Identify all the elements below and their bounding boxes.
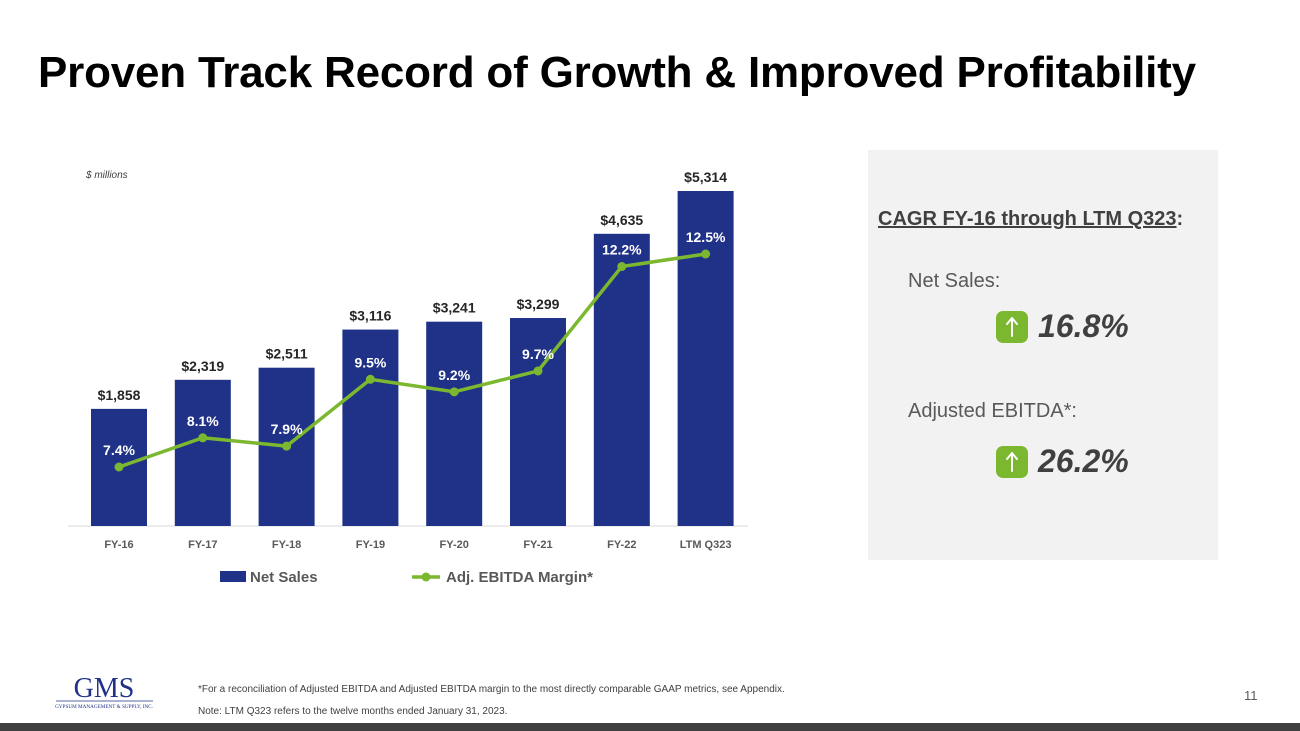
x-tick-label: FY-22 bbox=[607, 539, 636, 551]
bar-value-label: $3,241 bbox=[433, 300, 476, 316]
ebitda-margin-line bbox=[118, 252, 706, 469]
ebitda-margin-point bbox=[282, 441, 292, 451]
legend-net-sales-swatch bbox=[220, 571, 246, 582]
ebitda-margin-point bbox=[365, 374, 375, 384]
ebitda-margin-label: 12.5% bbox=[686, 229, 726, 245]
ebitda-margin-label: 9.7% bbox=[522, 346, 554, 362]
page-title: Proven Track Record of Growth & Improved… bbox=[38, 48, 1196, 97]
legend-net-sales-label: Net Sales bbox=[250, 569, 318, 586]
adj-ebitda-cagr-value: 26.2% bbox=[1038, 443, 1129, 479]
bar-fy-19 bbox=[342, 329, 399, 526]
bar-value-label: $5,314 bbox=[684, 169, 727, 185]
ebitda-margin-label: 7.9% bbox=[271, 421, 303, 437]
ebitda-margin-point bbox=[449, 387, 459, 397]
legend-ebitda-marker bbox=[421, 572, 431, 582]
bottom-bar bbox=[0, 723, 1300, 731]
ebitda-margin-point bbox=[114, 462, 124, 472]
ebitda-margin-point bbox=[198, 433, 208, 443]
bar-value-label: $2,319 bbox=[181, 358, 224, 374]
up-arrow-icon bbox=[996, 445, 1028, 478]
bar-value-label: $3,299 bbox=[517, 296, 560, 312]
ebitda-margin-point bbox=[701, 249, 711, 259]
cagr-title-text: CAGR FY-16 through LTM Q323 bbox=[878, 208, 1177, 230]
chart-canvas: $ millions $1,858 FY-16 $2,319 FY-17 $2,511 FY… bbox=[68, 169, 748, 586]
bar-fy-22 bbox=[593, 233, 650, 526]
bar-value-label: $2,511 bbox=[266, 346, 308, 362]
ebitda-margin-label: 7.4% bbox=[103, 442, 135, 458]
logo-tagline: GYPSUM MANAGEMENT & SUPPLY, INC. bbox=[55, 704, 153, 710]
x-tick-label: FY-16 bbox=[104, 539, 133, 551]
bar-value-label: $1,858 bbox=[98, 387, 141, 403]
cagr-title-colon: : bbox=[1176, 208, 1184, 230]
cagr-title: CAGR FY-16 through LTM Q323: bbox=[878, 208, 1183, 231]
ebitda-margin-label: 12.2% bbox=[602, 242, 642, 258]
page-number: 11 bbox=[1244, 688, 1258, 703]
net-sales-cagr-row: 16.8% bbox=[996, 308, 1129, 345]
x-tick-label: FY-21 bbox=[523, 539, 552, 551]
x-tick-label: FY-19 bbox=[356, 539, 385, 551]
ebitda-margin-label: 8.1% bbox=[187, 413, 219, 429]
bar-fy-21 bbox=[510, 318, 566, 526]
up-arrow-icon bbox=[996, 310, 1028, 343]
bar-value-label: $4,635 bbox=[600, 212, 643, 228]
net-sales-cagr-value: 16.8% bbox=[1038, 308, 1129, 344]
logo-wordmark: GMS bbox=[74, 673, 135, 704]
ebitda-margin-point bbox=[617, 262, 627, 272]
bar-fy-17 bbox=[174, 379, 231, 526]
cagr-panel: CAGR FY-16 through LTM Q323: Net Sales: … bbox=[868, 150, 1218, 560]
x-tick-label: FY-20 bbox=[440, 539, 469, 551]
bar-value-label: $3,116 bbox=[349, 308, 391, 324]
ebitda-margin-label: 9.5% bbox=[354, 354, 386, 370]
bar-ltm-q323 bbox=[677, 191, 734, 526]
ebitda-margin-label: 9.2% bbox=[438, 367, 470, 383]
net-sales-chart: $ millions $1,858 FY-16 $2,319 FY-17 $2,511 FY… bbox=[60, 150, 780, 600]
footnote-ltm: Note: LTM Q323 refers to the twelve mont… bbox=[198, 706, 508, 717]
bar-fy-20 bbox=[426, 321, 483, 526]
ebitda-margin-point bbox=[533, 366, 543, 376]
x-tick-label: FY-18 bbox=[272, 539, 301, 551]
legend-ebitda-label: Adj. EBITDA Margin* bbox=[446, 569, 593, 586]
adj-ebitda-cagr-label: Adjusted EBITDA*: bbox=[908, 400, 1077, 422]
net-sales-cagr-label: Net Sales: bbox=[908, 270, 1001, 292]
gms-logo: GMS GYPSUM MANAGEMENT & SUPPLY, INC. bbox=[55, 673, 153, 710]
footnote-reconciliation: *For a reconciliation of Adjusted EBITDA… bbox=[198, 684, 785, 695]
x-tick-label: FY-17 bbox=[188, 539, 217, 551]
units-label: $ millions bbox=[85, 170, 128, 181]
x-tick-label: LTM Q323 bbox=[680, 539, 732, 551]
adj-ebitda-cagr-row: 26.2% bbox=[996, 443, 1129, 480]
